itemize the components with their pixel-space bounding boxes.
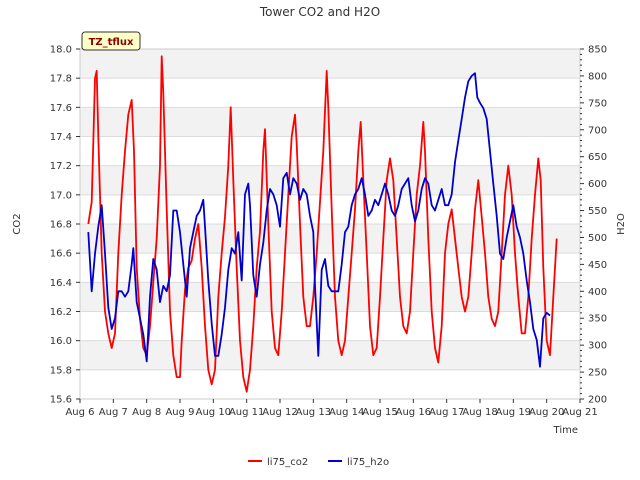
y-right-tick-label: 300 [588, 341, 607, 352]
x-tick-label: Aug 9 [165, 407, 194, 418]
x-axis-label: Time [553, 425, 578, 436]
x-tick-label: Aug 12 [262, 407, 297, 418]
y-left-tick-label: 16.2 [50, 307, 72, 318]
plot-band [80, 369, 580, 399]
y-left-tick-label: 16.8 [50, 220, 72, 231]
y-left-tick-label: 17.2 [50, 161, 72, 172]
site-badge: TZ_tflux [81, 31, 141, 51]
y-left-tick-label: 15.6 [50, 395, 72, 406]
x-tick-label: Aug 15 [362, 407, 397, 418]
y-left-tick-label: 17.0 [50, 190, 72, 201]
y-right-tick-label: 650 [588, 152, 607, 163]
legend-label-co2: li75_co2 [267, 457, 308, 468]
x-tick-label: Aug 17 [429, 407, 464, 418]
site-badge-box [81, 31, 141, 51]
y-left-tick-label: 18.0 [50, 45, 72, 56]
plot-band [80, 282, 580, 312]
y-right-tick-label: 700 [588, 125, 607, 136]
y-right-tick-label: 750 [588, 98, 607, 109]
site-badge-label: TZ_tflux [89, 37, 134, 48]
x-tick-label: Aug 16 [396, 407, 431, 418]
series-layer [87, 55, 558, 393]
plot-band [80, 224, 580, 254]
y-right-tick-label: 450 [588, 260, 607, 271]
legend-label-h2o: li75_h2o [347, 457, 389, 468]
y-right-tick-label: 200 [588, 395, 607, 406]
x-tick-label: Aug 8 [132, 407, 161, 418]
x-tick-label: Aug 19 [496, 407, 531, 418]
x-tick-label: Aug 7 [99, 407, 128, 418]
y-right-tick-label: 500 [588, 233, 607, 244]
x-tick-label: Aug 11 [229, 407, 264, 418]
x-tick-label: Aug 21 [562, 407, 597, 418]
left-axis-ticks: 15.6 15.8 16.0 16.2 16.4 16.6 16.8 17.0 17.2 17.4… [50, 45, 80, 406]
series-line-li75_co2 [87, 55, 558, 393]
y-left-tick-label: 17.4 [50, 132, 72, 143]
y-right-axis-label: H2O [616, 213, 627, 235]
plot-band [80, 49, 580, 79]
plot-band [80, 340, 580, 370]
y-left-tick-label: 15.8 [50, 365, 72, 376]
y-left-tick-label: 17.8 [50, 74, 72, 85]
chart-title: Tower CO2 and H2O [259, 5, 380, 19]
x-tick-label: Aug 14 [329, 407, 364, 418]
y-right-tick-label: 400 [588, 287, 607, 298]
x-tick-label: Aug 10 [196, 407, 231, 418]
legend: li75_co2 li75_h2o [248, 457, 389, 468]
x-tick-label: Aug 13 [296, 407, 331, 418]
y-left-tick-label: 17.6 [50, 103, 72, 114]
x-tick-label: Aug 18 [462, 407, 497, 418]
plot-band [80, 78, 580, 108]
y-right-tick-label: 850 [588, 45, 607, 56]
y-right-tick-label: 250 [588, 368, 607, 379]
y-left-tick-label: 16.6 [50, 249, 72, 260]
y-right-tick-label: 550 [588, 206, 607, 217]
y-right-tick-label: 600 [588, 179, 607, 190]
y-right-tick-label: 350 [588, 314, 607, 325]
x-tick-label: Aug 20 [529, 407, 564, 418]
right-axis-ticks: 200 250 300 350 400 450 500 550 600 650 700 750 800 8… [580, 45, 607, 406]
y-left-axis-label: CO2 [12, 213, 23, 234]
plot-band [80, 253, 580, 283]
plot-band [80, 311, 580, 341]
x-tick-label: Aug 6 [65, 407, 94, 418]
y-right-tick-label: 800 [588, 71, 607, 82]
series-line-li75_h2o [87, 72, 551, 368]
y-left-tick-label: 16.0 [50, 336, 72, 347]
y-left-tick-label: 16.4 [50, 278, 72, 289]
